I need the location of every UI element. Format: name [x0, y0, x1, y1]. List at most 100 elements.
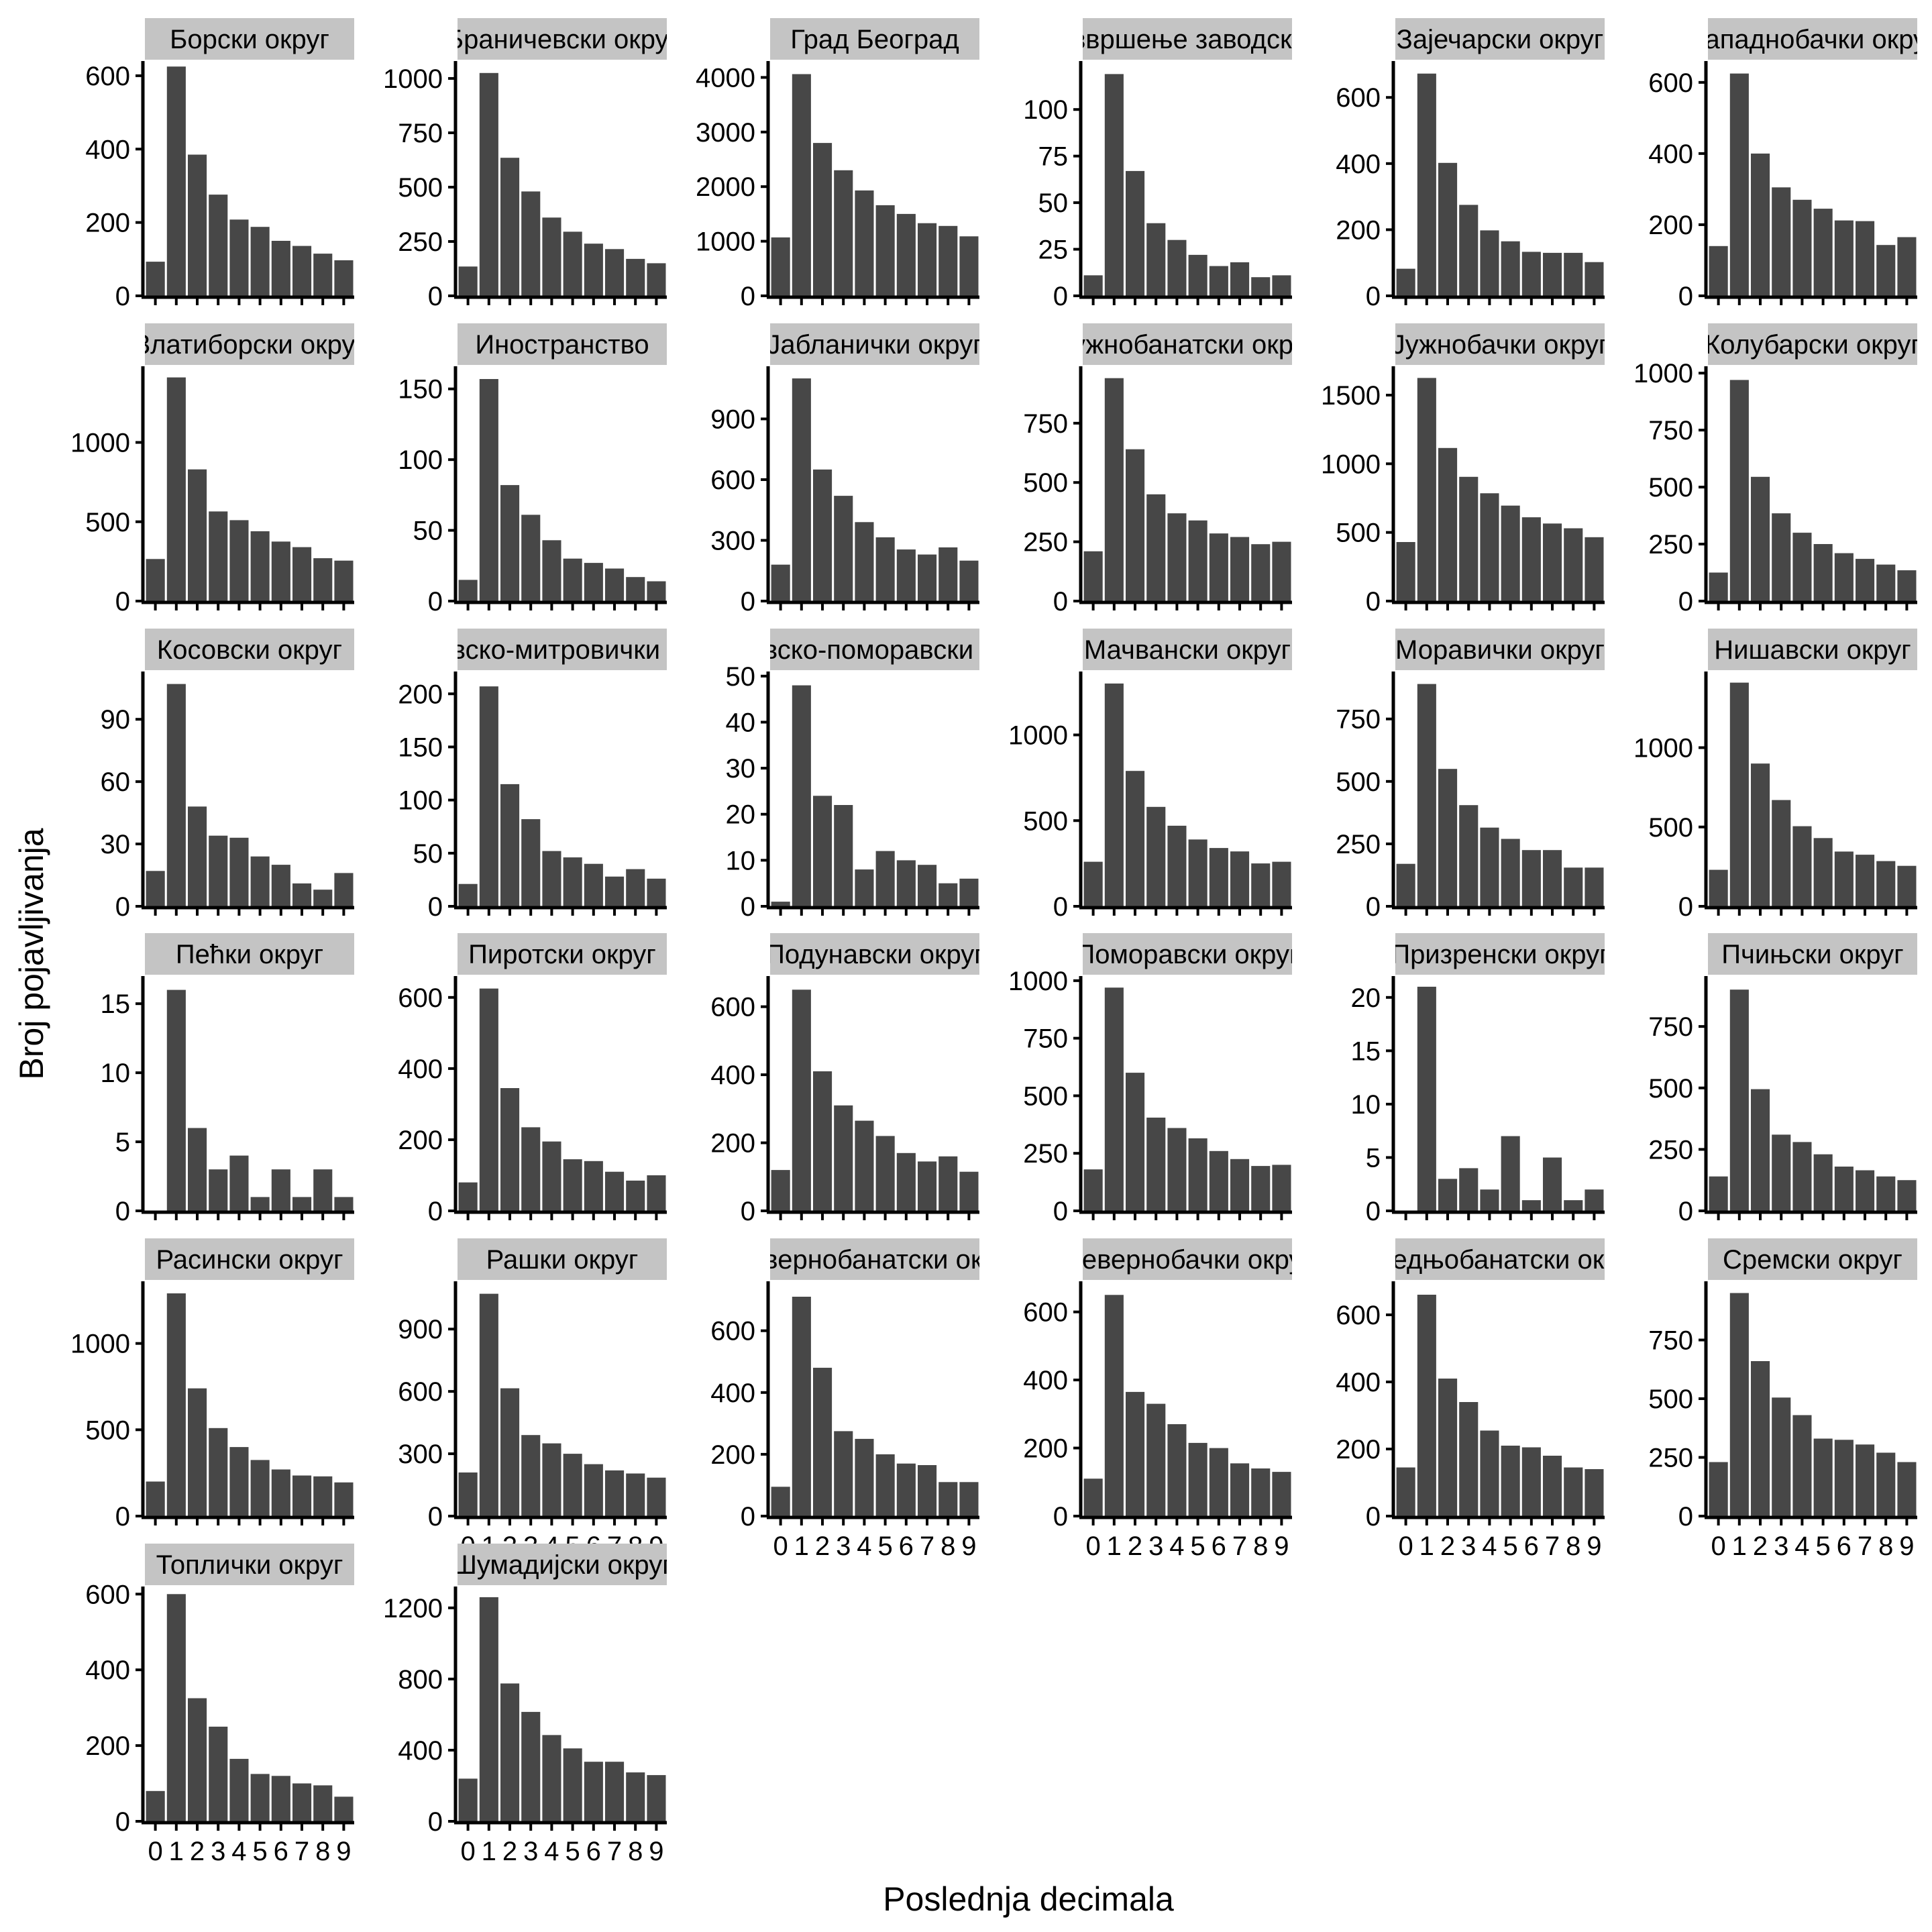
bar [188, 154, 207, 296]
bar [521, 1435, 541, 1516]
y-tick-label: 1000 [1008, 967, 1068, 996]
bar [1501, 839, 1520, 906]
bar [918, 223, 937, 296]
bar [792, 378, 811, 601]
facet-panel: Завод за извршење заводских санкција 0 25 5… [1023, 18, 1292, 311]
bar [500, 784, 520, 906]
bar [1751, 763, 1770, 906]
x-tick-label: 9 [1899, 1532, 1914, 1561]
facet-strip [458, 629, 667, 670]
bar [626, 1180, 645, 1211]
bar [834, 1105, 853, 1211]
bar [1897, 570, 1917, 601]
bar [1813, 1438, 1833, 1516]
y-tick-label: 5 [115, 1128, 130, 1157]
x-tick-label: 4 [1169, 1532, 1184, 1561]
bar [229, 1155, 249, 1211]
bar [1792, 826, 1812, 906]
facet-strip [1083, 1238, 1292, 1280]
facet-panel: Поморавски округ 0 250 500 750 1000 [1008, 933, 1292, 1226]
bar [521, 1711, 541, 1821]
bar [271, 865, 290, 906]
y-tick-label: 0 [1053, 1197, 1068, 1226]
facet-panel: Косовско-митровички округ 0 50 100 150 200 [392, 629, 733, 922]
facet-title: Пећки округ [176, 940, 323, 969]
y-tick-label: 100 [398, 786, 443, 816]
bar [1876, 245, 1896, 296]
facet-title: Косовско-митровички округ [392, 635, 733, 665]
y-tick-label: 250 [1336, 830, 1381, 859]
bar [1564, 528, 1583, 601]
facet-panel: Јабланички округ 0 300 600 900 [710, 323, 979, 616]
bar [1459, 1402, 1479, 1516]
y-tick-label: 50 [413, 517, 443, 546]
bar [458, 1778, 478, 1821]
x-tick-label: 5 [1190, 1532, 1205, 1561]
bar [1251, 863, 1271, 906]
x-tick-label: 6 [1524, 1532, 1539, 1561]
bar [250, 1774, 270, 1821]
bar [813, 143, 833, 296]
bar [250, 1460, 270, 1516]
bar [605, 1762, 625, 1821]
bar [271, 1169, 290, 1211]
y-tick-label: 500 [1336, 767, 1381, 797]
bar [229, 1758, 249, 1821]
bar [563, 1159, 582, 1211]
y-tick-label: 500 [1648, 1385, 1693, 1414]
bar [647, 878, 666, 906]
bar [479, 72, 498, 297]
bar [1083, 1479, 1103, 1516]
bar [1564, 867, 1583, 906]
x-tick-label: 1 [482, 1837, 496, 1866]
y-tick-label: 0 [115, 892, 130, 922]
bar [1083, 861, 1103, 906]
facet-title: Јужнобанатски округ [1059, 330, 1316, 360]
y-tick-label: 400 [85, 135, 130, 164]
bar [1751, 1361, 1770, 1516]
y-tick-label: 0 [1053, 1502, 1068, 1532]
bar [521, 515, 541, 601]
bar [1585, 1189, 1604, 1211]
x-tick-label: 5 [1503, 1532, 1517, 1561]
bar [918, 1161, 937, 1211]
bar [1897, 865, 1917, 906]
bar [834, 170, 853, 296]
facet-panel: Јужнобачки округ 0 500 1000 1500 [1321, 323, 1605, 616]
bar [1251, 1468, 1271, 1516]
facet-title: Сремски округ [1723, 1245, 1902, 1275]
facet-panel: Колубарски округ 0 250 500 750 1000 [1633, 323, 1917, 616]
y-tick-label: 400 [710, 1379, 755, 1408]
bar [1521, 252, 1541, 296]
y-tick-label: 250 [1648, 530, 1693, 559]
bar [792, 74, 811, 296]
bar [1126, 771, 1145, 906]
bar [479, 988, 498, 1211]
bar [1876, 1452, 1896, 1516]
x-tick-label: 0 [148, 1837, 162, 1866]
y-tick-label: 0 [1678, 587, 1693, 616]
bar [521, 191, 541, 296]
y-tick-label: 30 [726, 754, 756, 784]
bar [584, 244, 603, 296]
bar [1251, 277, 1271, 296]
bar [1709, 1176, 1728, 1211]
y-tick-label: 0 [1366, 1502, 1381, 1532]
bar [813, 469, 833, 601]
bar [1459, 1168, 1479, 1211]
bar [1729, 682, 1749, 906]
bar [1459, 805, 1479, 906]
x-tick-label: 2 [1128, 1532, 1142, 1561]
y-tick-label: 500 [85, 508, 130, 537]
bar [1729, 1293, 1749, 1516]
bar [313, 1169, 333, 1211]
bar [500, 1088, 520, 1211]
bar [1543, 252, 1562, 296]
y-tick-label: 500 [1023, 806, 1068, 836]
bar [1083, 1169, 1103, 1211]
x-tick-label: 7 [1545, 1532, 1560, 1561]
y-tick-label: 400 [398, 1736, 443, 1766]
x-tick-label: 6 [274, 1837, 288, 1866]
bar [166, 66, 186, 296]
